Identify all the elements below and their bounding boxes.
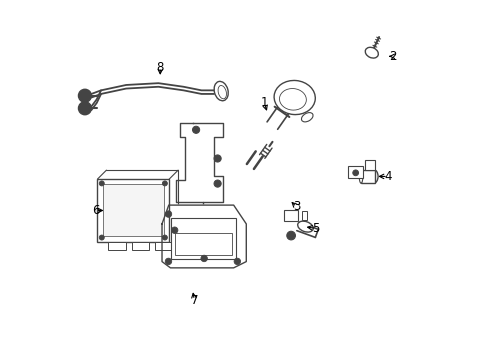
Text: 3: 3 (292, 201, 300, 213)
Circle shape (162, 181, 167, 186)
Circle shape (192, 126, 199, 134)
Text: 7: 7 (190, 294, 198, 307)
Text: 2: 2 (389, 50, 396, 63)
Circle shape (214, 155, 221, 162)
Circle shape (286, 231, 295, 240)
Ellipse shape (218, 85, 226, 99)
Circle shape (234, 258, 240, 265)
Text: 6: 6 (92, 204, 99, 217)
Bar (102, 184, 163, 237)
Bar (108, 242, 126, 250)
Circle shape (352, 170, 358, 176)
Bar (360, 170, 374, 183)
Text: 4: 4 (384, 170, 391, 183)
Circle shape (214, 180, 221, 187)
Ellipse shape (274, 80, 315, 114)
Polygon shape (162, 205, 246, 268)
Circle shape (78, 89, 91, 102)
Ellipse shape (365, 47, 378, 58)
Bar (364, 159, 374, 170)
Circle shape (165, 258, 171, 265)
Bar (171, 218, 235, 259)
Text: 8: 8 (156, 60, 163, 73)
Circle shape (165, 211, 171, 217)
Ellipse shape (214, 81, 228, 101)
Bar (348, 166, 362, 178)
Circle shape (99, 235, 104, 240)
Circle shape (162, 235, 167, 240)
Bar (174, 233, 231, 255)
Bar (97, 179, 169, 242)
Circle shape (201, 255, 207, 262)
Ellipse shape (301, 113, 312, 122)
Ellipse shape (368, 170, 377, 183)
Ellipse shape (279, 89, 305, 110)
Ellipse shape (359, 170, 362, 183)
Bar (284, 211, 298, 221)
Circle shape (171, 227, 178, 233)
Circle shape (82, 106, 87, 111)
Bar (131, 242, 149, 250)
Circle shape (82, 94, 87, 98)
Bar (155, 242, 172, 250)
Text: 5: 5 (312, 222, 319, 235)
Bar (301, 211, 306, 220)
Text: 1: 1 (260, 96, 267, 109)
Ellipse shape (297, 221, 313, 232)
Circle shape (99, 181, 104, 186)
Circle shape (78, 102, 91, 115)
